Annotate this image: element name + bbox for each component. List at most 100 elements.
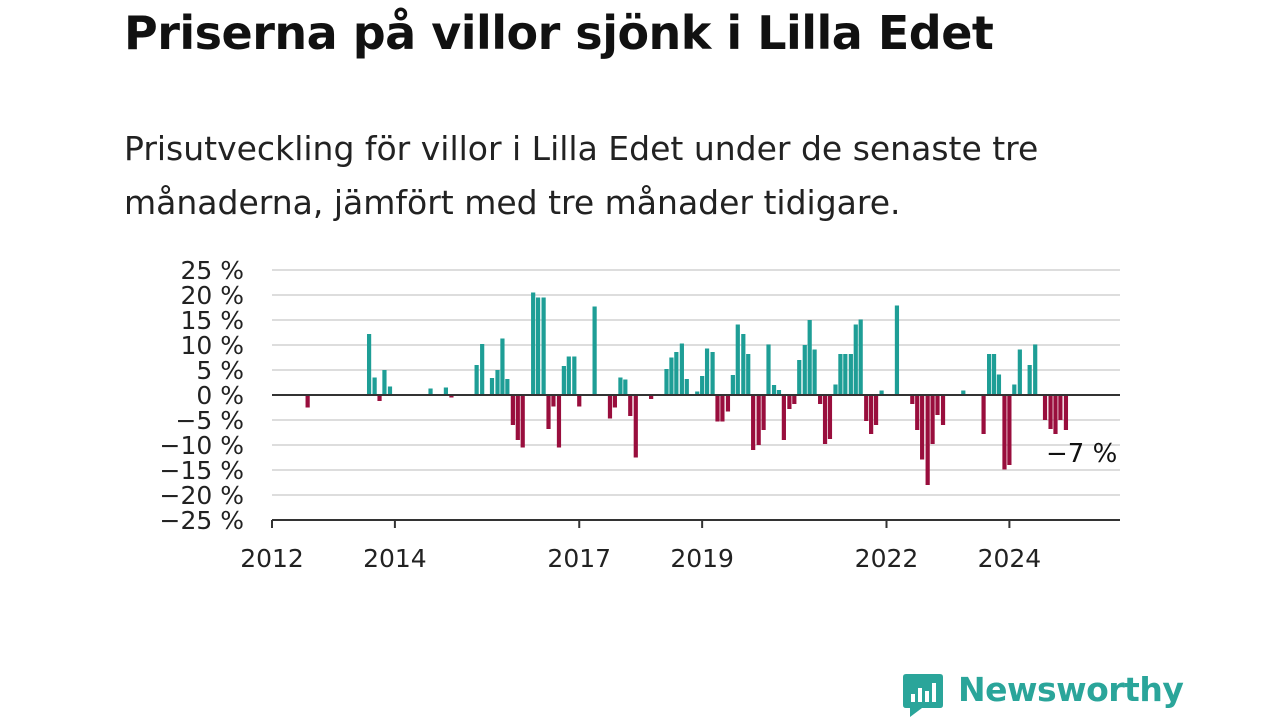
bar xyxy=(833,384,838,395)
x-tick-label: 2012 xyxy=(240,544,304,573)
bar xyxy=(443,387,448,395)
bar xyxy=(592,306,597,395)
bar xyxy=(561,366,566,395)
bar xyxy=(730,375,735,395)
bar xyxy=(618,377,623,395)
bar xyxy=(751,395,756,450)
bar xyxy=(1063,395,1069,430)
bar xyxy=(838,354,843,395)
bar xyxy=(577,395,582,407)
y-tick-label: 5 % xyxy=(196,356,244,385)
bar-chart: 25 %20 %15 %10 %5 %0 %−5 %−10 %−15 %−20 … xyxy=(160,256,1120,573)
x-tick-label: 2024 xyxy=(978,544,1042,573)
last-value-label: −7 % xyxy=(1046,439,1117,469)
bar xyxy=(935,395,940,415)
bar xyxy=(377,395,382,401)
bar xyxy=(607,395,613,419)
y-tick-label: −10 % xyxy=(160,431,244,460)
bar xyxy=(771,385,777,395)
bar xyxy=(449,395,454,398)
bar xyxy=(725,395,731,412)
bar xyxy=(1002,395,1007,470)
bar xyxy=(679,343,684,395)
bar xyxy=(1033,344,1038,395)
bar xyxy=(996,374,1002,395)
bar xyxy=(531,292,536,395)
bar xyxy=(612,395,617,408)
bars xyxy=(305,292,1069,485)
bar xyxy=(700,376,705,395)
bar xyxy=(873,395,879,425)
bar xyxy=(1048,395,1053,429)
bar xyxy=(746,354,751,395)
y-tick-label: 0 % xyxy=(196,381,244,410)
bar xyxy=(1042,395,1048,420)
bar xyxy=(864,395,869,421)
bar xyxy=(1017,349,1022,395)
chart-title: Priserna på villor sjönk i Lilla Edet xyxy=(124,6,994,60)
bar xyxy=(735,324,740,395)
bar xyxy=(961,390,966,395)
y-tick-label: 25 % xyxy=(180,256,244,285)
bar xyxy=(761,395,766,430)
bar xyxy=(505,379,510,395)
bar xyxy=(787,395,792,409)
bar xyxy=(566,356,571,395)
bar xyxy=(382,370,387,395)
bar xyxy=(520,395,525,448)
bar xyxy=(756,395,761,445)
bar xyxy=(792,395,797,404)
bar xyxy=(664,369,669,395)
bar xyxy=(715,395,720,422)
bar xyxy=(853,324,858,395)
bar xyxy=(991,354,997,395)
bar xyxy=(535,297,541,395)
bar xyxy=(556,395,562,448)
bar xyxy=(894,305,900,395)
bar xyxy=(633,395,638,458)
bar xyxy=(720,395,725,422)
x-tick-label: 2022 xyxy=(855,544,919,573)
bar xyxy=(684,379,689,395)
y-axis-tick-labels: 25 %20 %15 %10 %5 %0 %−5 %−10 %−15 %−20 … xyxy=(160,256,244,535)
bar xyxy=(981,395,986,434)
x-axis-tick-labels: 2012 2014 2017 2019 2022 2024 xyxy=(240,544,1041,573)
bar xyxy=(495,370,500,395)
bar xyxy=(848,354,853,395)
bar xyxy=(940,395,946,425)
bar xyxy=(489,378,495,395)
bar xyxy=(366,334,372,395)
bar xyxy=(546,395,551,429)
bar xyxy=(766,344,771,395)
bar xyxy=(987,354,992,395)
bar xyxy=(551,395,556,407)
bar xyxy=(515,395,520,440)
bar xyxy=(649,395,654,399)
bar xyxy=(387,386,393,395)
bar xyxy=(474,365,479,395)
bar xyxy=(674,352,679,395)
bar xyxy=(843,354,848,395)
bar xyxy=(1058,395,1063,420)
bar xyxy=(1012,384,1017,395)
bar xyxy=(500,338,505,395)
y-tick-label: −25 % xyxy=(160,506,244,535)
bar xyxy=(797,360,802,395)
bar xyxy=(669,357,674,395)
bar xyxy=(510,395,515,425)
bar xyxy=(879,390,884,395)
y-tick-label: −20 % xyxy=(160,481,244,510)
bar xyxy=(741,334,746,395)
bar xyxy=(776,390,782,395)
bar xyxy=(628,395,633,416)
bar xyxy=(802,345,807,395)
bar xyxy=(915,395,920,430)
bar xyxy=(869,395,874,434)
bar xyxy=(910,395,915,404)
bar xyxy=(781,395,786,440)
bar xyxy=(925,395,930,485)
chart-subtitle: Prisutveckling för villor i Lilla Edet u… xyxy=(124,129,1039,222)
bar xyxy=(572,356,577,395)
bar xyxy=(428,388,433,395)
newsworthy-logo: Newsworthy xyxy=(902,670,1184,718)
